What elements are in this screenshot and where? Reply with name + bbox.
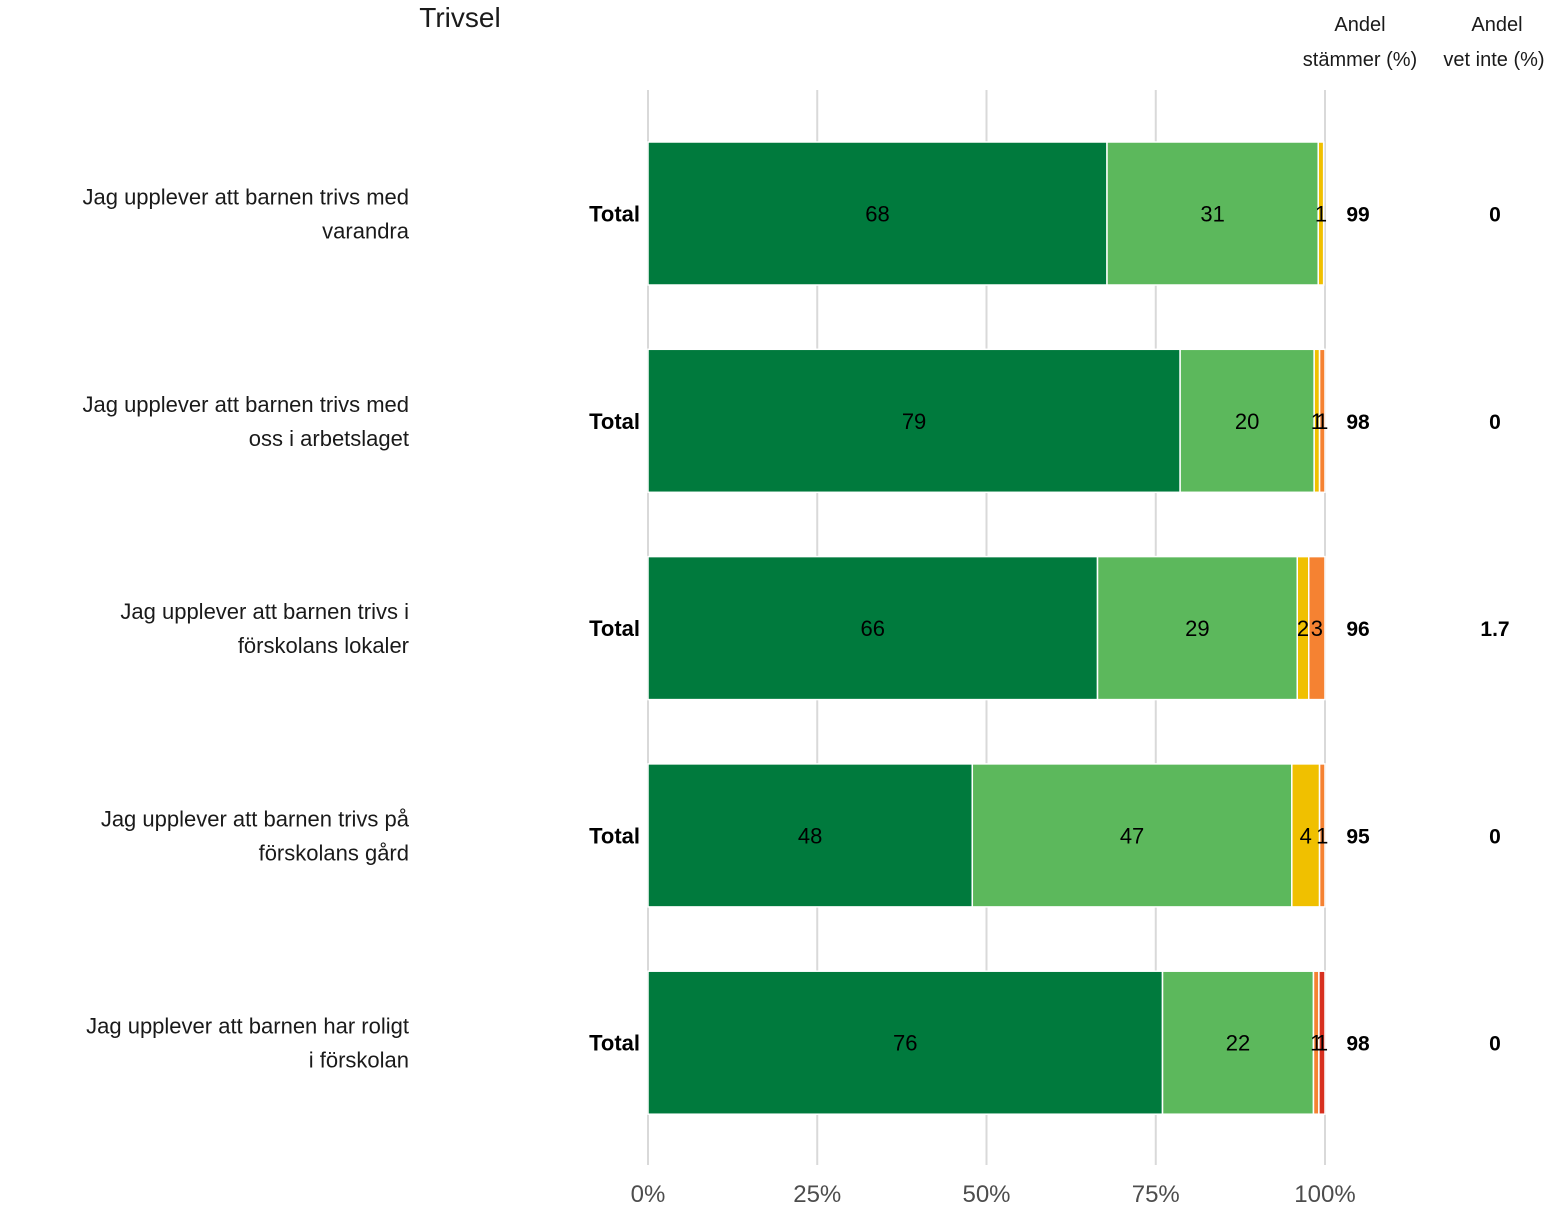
segment-value-label: 1: [1315, 202, 1327, 227]
bar-segment: [1106, 141, 1319, 286]
bar-segment: [647, 141, 1108, 286]
segment-value-label: 20: [1235, 409, 1259, 434]
bar-segment: [647, 763, 974, 908]
question-label: Jag upplever att barnen har roligt: [86, 1014, 409, 1039]
segment-value-label: 1: [1316, 823, 1328, 848]
x-tick-label: 0%: [631, 1181, 666, 1205]
group-label: Total: [589, 409, 640, 434]
question-label: i förskolan: [309, 1048, 409, 1073]
question-label: förskolans lokaler: [238, 633, 409, 658]
bars: Jag upplever att barnen trivs med varandr…: [82, 141, 1510, 1115]
question-label: Jag upplever att barnen trivs i: [120, 599, 409, 624]
group-label: Total: [589, 823, 640, 848]
chart-title: Trivsel: [419, 2, 500, 33]
bar-row: Jag upplever att barnen trivs på förskola…: [101, 763, 1501, 908]
header-share-dont-know-line1: Andel: [1471, 14, 1522, 36]
x-tick-label: 25%: [793, 1181, 841, 1205]
segment-value-label: 4: [1300, 823, 1312, 848]
bar-segment: [1317, 141, 1325, 286]
segment-value-label: 76: [893, 1031, 917, 1056]
share-dont-know-value: 0: [1489, 204, 1501, 227]
share-dont-know-value: 0: [1489, 411, 1501, 434]
segment-value-label: 1: [1316, 409, 1328, 434]
share-dont-know-value: 1.7: [1480, 618, 1509, 641]
segment-value-label: 3: [1311, 616, 1323, 641]
bar-row: Jag upplever att barnen trivs med varandr…: [82, 141, 1501, 286]
bar-segment: [1308, 555, 1326, 701]
question-label: Jag upplever att barnen trivs med: [82, 392, 409, 417]
group-label: Total: [589, 616, 640, 641]
bar-row: Jag upplever att barnen har roligt i förs…: [86, 970, 1501, 1115]
bar-segment: [971, 763, 1293, 908]
x-tick-label: 100%: [1294, 1181, 1355, 1205]
share-agree-value: 96: [1346, 618, 1369, 641]
segment-value-label: 29: [1185, 616, 1209, 641]
bar-segment: [1096, 555, 1298, 701]
bar-segment: [1318, 970, 1326, 1115]
question-label: Jag upplever att barnen trivs med: [82, 185, 409, 210]
header-share-dont-know-line2: vet inte (%): [1443, 49, 1544, 71]
bar-segment: [1291, 763, 1321, 908]
question-label: varandra: [322, 219, 410, 244]
bar-row: Jag upplever att barnen trivs i förskolan…: [120, 555, 1510, 701]
bar-segment: [647, 348, 1181, 494]
segment-value-label: 66: [861, 616, 885, 641]
bar-segment: [647, 970, 1164, 1115]
segment-value-label: 1: [1316, 1031, 1328, 1056]
x-tick-label: 50%: [962, 1181, 1010, 1205]
share-agree-value: 98: [1346, 1033, 1370, 1056]
share-dont-know-value: 0: [1489, 825, 1501, 848]
x-tick-label: 75%: [1132, 1181, 1180, 1205]
x-axis-ticks: 0% 25% 50% 75% 100%: [631, 1181, 1356, 1205]
segment-value-label: 48: [798, 823, 822, 848]
share-agree-value: 98: [1346, 411, 1370, 434]
bar-segment: [1161, 970, 1315, 1115]
segment-value-label: 31: [1200, 202, 1224, 227]
segment-value-label: 68: [865, 202, 889, 227]
question-label: förskolans gård: [259, 840, 409, 865]
bar-segment: [1318, 763, 1326, 908]
header-share-agree-line1: Andel: [1334, 14, 1385, 36]
header-share-agree-line2: stämmer (%): [1303, 49, 1417, 71]
segment-value-label: 22: [1226, 1031, 1250, 1056]
bar-segment: [1179, 348, 1315, 494]
bar-segment: [647, 555, 1099, 701]
segment-value-label: 79: [902, 409, 926, 434]
segment-value-label: 1: [1310, 1031, 1322, 1056]
bar-segment: [1318, 348, 1326, 494]
segment-value-label: 47: [1120, 823, 1144, 848]
group-label: Total: [589, 202, 640, 227]
bar-row: Jag upplever att barnen trivs med oss i a…: [82, 348, 1501, 494]
group-label: Total: [589, 1031, 640, 1056]
share-dont-know-value: 0: [1489, 1033, 1501, 1056]
question-label: oss i arbetslaget: [249, 426, 409, 451]
share-agree-value: 95: [1346, 825, 1370, 848]
share-agree-value: 99: [1346, 204, 1369, 227]
segment-value-label: 1: [1311, 409, 1323, 434]
question-label: Jag upplever att barnen trivs på: [101, 806, 410, 831]
segment-value-label: 2: [1297, 616, 1309, 641]
